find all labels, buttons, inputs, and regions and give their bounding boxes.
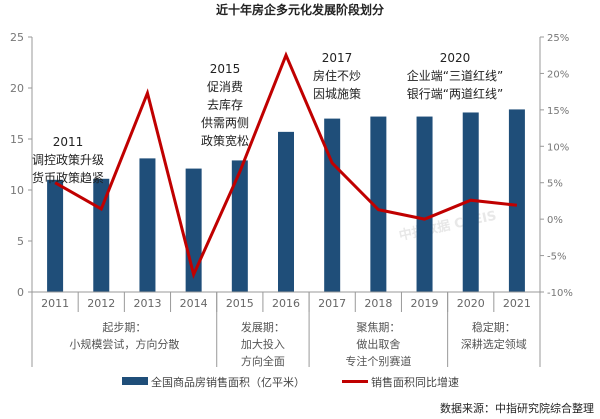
- right-tick-label: -5%: [547, 252, 566, 263]
- x-tick-label: 2019: [411, 297, 439, 310]
- annotation: 2020: [440, 51, 471, 65]
- left-tick-label: 10: [10, 184, 24, 197]
- right-tick-label: 0%: [547, 215, 563, 226]
- left-tick-label: 15: [10, 133, 24, 146]
- left-tick-label: 20: [10, 82, 24, 95]
- chart-title: 近十年房企多元化发展阶段划分: [216, 2, 384, 17]
- source-note: 数据来源：中指研究院综合整理: [440, 401, 594, 415]
- x-tick-label: 2016: [272, 297, 300, 310]
- right-tick-label: -10%: [547, 288, 573, 299]
- left-tick-label: 5: [17, 235, 24, 248]
- x-tick-label: 2018: [364, 297, 392, 310]
- legend-bar-swatch: [122, 377, 148, 385]
- annotation: 去库存: [207, 97, 243, 112]
- bar-2016: [278, 131, 294, 292]
- annotation: 调控政策升级: [32, 153, 104, 167]
- annotation: 2011: [53, 135, 84, 149]
- bar-2019: [416, 116, 433, 292]
- bar-2011: [47, 179, 64, 292]
- annotation: 房住不炒: [313, 68, 361, 83]
- bar-2015: [231, 160, 248, 292]
- x-tick-label: 2020: [457, 297, 485, 310]
- stage-label: 加大投入: [241, 337, 285, 351]
- x-tick-label: 2012: [87, 297, 115, 310]
- x-tick-label: 2014: [180, 297, 208, 310]
- stage-label: 聚焦期：: [356, 321, 400, 334]
- right-tick-label: 15%: [547, 106, 569, 117]
- legend-line-swatch: [342, 380, 368, 383]
- stage-label: 起步期：: [102, 321, 146, 334]
- legend-bar-label: 全国商品房销售面积（亿平米）: [151, 375, 305, 389]
- stage-label: 稳定期：: [472, 320, 516, 334]
- bar-2017: [324, 118, 341, 292]
- x-tick-label: 2013: [133, 297, 161, 310]
- annotation: 企业端“三道红线”: [407, 68, 503, 83]
- left-tick-label: 25: [10, 31, 24, 44]
- annotation: 银行端“两道红线”: [407, 86, 503, 101]
- right-tick-label: 20%: [547, 69, 569, 80]
- legend-line-label: 销售面积同比增速: [371, 375, 459, 389]
- x-tick-label: 2021: [503, 297, 531, 310]
- x-tick-label: 2015: [226, 297, 254, 310]
- stage-label: 深耕选定领域: [461, 337, 527, 351]
- annotation: 货币政策趋紧: [32, 170, 104, 185]
- annotation: 政策宽松: [201, 133, 249, 148]
- stage-label: 小规模尝试，方向分散: [69, 337, 179, 351]
- bar-2013: [139, 158, 156, 292]
- stage-label: 专注个别赛道: [345, 354, 411, 368]
- right-tick-label: 5%: [547, 179, 563, 190]
- bar-2020: [462, 112, 479, 292]
- right-tick-label: 10%: [547, 142, 569, 153]
- annotation: 促消费: [207, 80, 243, 94]
- right-tick-label: 25%: [547, 33, 569, 44]
- bar-2021: [508, 109, 525, 292]
- x-tick-label: 2011: [41, 297, 69, 310]
- stage-label: 方向全面: [241, 354, 285, 368]
- annotation: 因城施策: [313, 87, 361, 101]
- x-tick-label: 2017: [318, 297, 346, 310]
- bar-2018: [370, 116, 387, 292]
- annotation: 供需两侧: [201, 116, 249, 130]
- annotation: 2017: [322, 51, 353, 65]
- watermark: 中指数据 CREIS: [398, 208, 498, 244]
- left-tick-label: 0: [17, 286, 24, 299]
- stage-label: 发展期：: [241, 320, 285, 334]
- annotation: 2015: [210, 62, 241, 76]
- stage-label: 做出取舍: [356, 337, 400, 351]
